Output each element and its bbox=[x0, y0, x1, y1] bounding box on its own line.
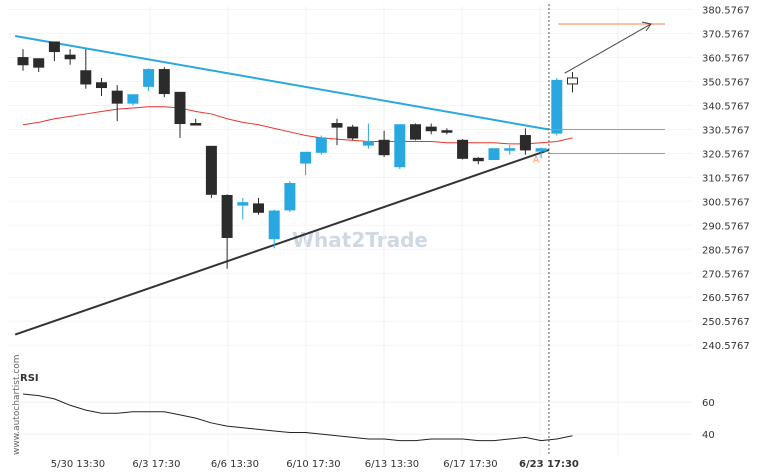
candle-body bbox=[284, 182, 296, 211]
trendline-resistance bbox=[14, 34, 550, 131]
y-tick-label: 310.5767 bbox=[702, 173, 750, 184]
y-tick-label: 240.5767 bbox=[702, 341, 750, 352]
marker-label: A bbox=[533, 156, 540, 166]
candle-body bbox=[331, 123, 343, 128]
candle-body bbox=[237, 202, 249, 206]
candle-body bbox=[472, 157, 484, 162]
trendlines bbox=[14, 34, 550, 336]
rsi-label: RSI bbox=[20, 373, 39, 384]
y-tick-label: 320.5767 bbox=[702, 149, 750, 160]
x-tick-label: 5/30 13:30 bbox=[51, 459, 105, 470]
y-tick-label: 300.5767 bbox=[702, 197, 750, 208]
y-tick-label: 330.5767 bbox=[702, 125, 750, 136]
candle-body bbox=[111, 90, 123, 104]
candle-body bbox=[441, 130, 453, 133]
candle-body bbox=[488, 148, 500, 161]
candle-body bbox=[300, 151, 312, 164]
rsi-line bbox=[22, 393, 573, 442]
rsi-panel: RSI 60 40 bbox=[8, 373, 715, 441]
candle-body bbox=[174, 91, 186, 125]
x-tick-label: 6/23 17:30 bbox=[519, 459, 579, 470]
rsi-tick-label: 40 bbox=[702, 430, 715, 441]
candle-body bbox=[143, 69, 155, 87]
side-text: www.autochartist.com bbox=[12, 354, 22, 455]
y-tick-label: 380.5767 bbox=[702, 5, 750, 16]
x-tick-label: 6/17 17:30 bbox=[443, 459, 497, 470]
candle-body bbox=[425, 126, 437, 132]
projection-arrow-line bbox=[564, 23, 652, 74]
candle-body bbox=[17, 57, 29, 66]
price-levels: A bbox=[533, 4, 665, 455]
y-tick-label: 350.5767 bbox=[702, 77, 750, 88]
candle-body bbox=[567, 77, 578, 85]
y-tick-label: 260.5767 bbox=[702, 293, 750, 304]
y-tick-label: 250.5767 bbox=[702, 317, 750, 328]
candle-body bbox=[315, 137, 327, 153]
y-tick-label: 360.5767 bbox=[702, 53, 750, 64]
candle-body bbox=[80, 70, 92, 85]
candle-body bbox=[253, 203, 264, 213]
y-tick-label: 270.5767 bbox=[702, 269, 750, 280]
candle-body bbox=[127, 94, 139, 104]
candle-body bbox=[158, 69, 170, 95]
candle-body bbox=[551, 79, 563, 134]
candle-body bbox=[33, 58, 45, 68]
candle-body bbox=[410, 124, 421, 140]
candles bbox=[17, 41, 578, 269]
candle-body bbox=[504, 148, 516, 151]
projection-arrow-head bbox=[641, 21, 652, 32]
moving-average bbox=[22, 106, 573, 145]
candle-body bbox=[394, 124, 406, 168]
x-axis: 5/30 13:30 6/3 17:30 6/6 13:30 6/10 17:30 6/… bbox=[51, 459, 579, 470]
moving-average-line bbox=[22, 106, 573, 145]
y-tick-label: 280.5767 bbox=[702, 245, 750, 256]
y-tick-label: 370.5767 bbox=[702, 29, 750, 40]
candle-body bbox=[378, 139, 390, 156]
rsi-tick-label: 60 bbox=[702, 398, 715, 409]
trendline-support bbox=[14, 148, 550, 336]
candle-body bbox=[519, 135, 531, 151]
y-tick-label: 340.5767 bbox=[702, 101, 750, 112]
candle-body bbox=[535, 148, 547, 152]
candle-body bbox=[457, 139, 469, 159]
candle-body bbox=[64, 54, 76, 60]
candle-body bbox=[268, 210, 280, 240]
x-tick-label: 6/10 17:30 bbox=[286, 459, 340, 470]
candle-body bbox=[347, 126, 359, 139]
candle-body bbox=[96, 82, 107, 89]
candle-body bbox=[48, 41, 60, 53]
x-tick-label: 6/13 13:30 bbox=[365, 459, 419, 470]
candle-body bbox=[221, 194, 233, 238]
candle-body bbox=[205, 145, 217, 195]
y-axis: 380.5767 370.5767 360.5767 350.5767 340.5767… bbox=[702, 5, 750, 352]
x-tick-label: 6/6 13:30 bbox=[211, 459, 259, 470]
y-tick-label: 290.5767 bbox=[702, 221, 750, 232]
x-tick-label: 6/3 17:30 bbox=[132, 459, 180, 470]
candle-body bbox=[190, 123, 202, 126]
candle-body bbox=[362, 141, 374, 146]
